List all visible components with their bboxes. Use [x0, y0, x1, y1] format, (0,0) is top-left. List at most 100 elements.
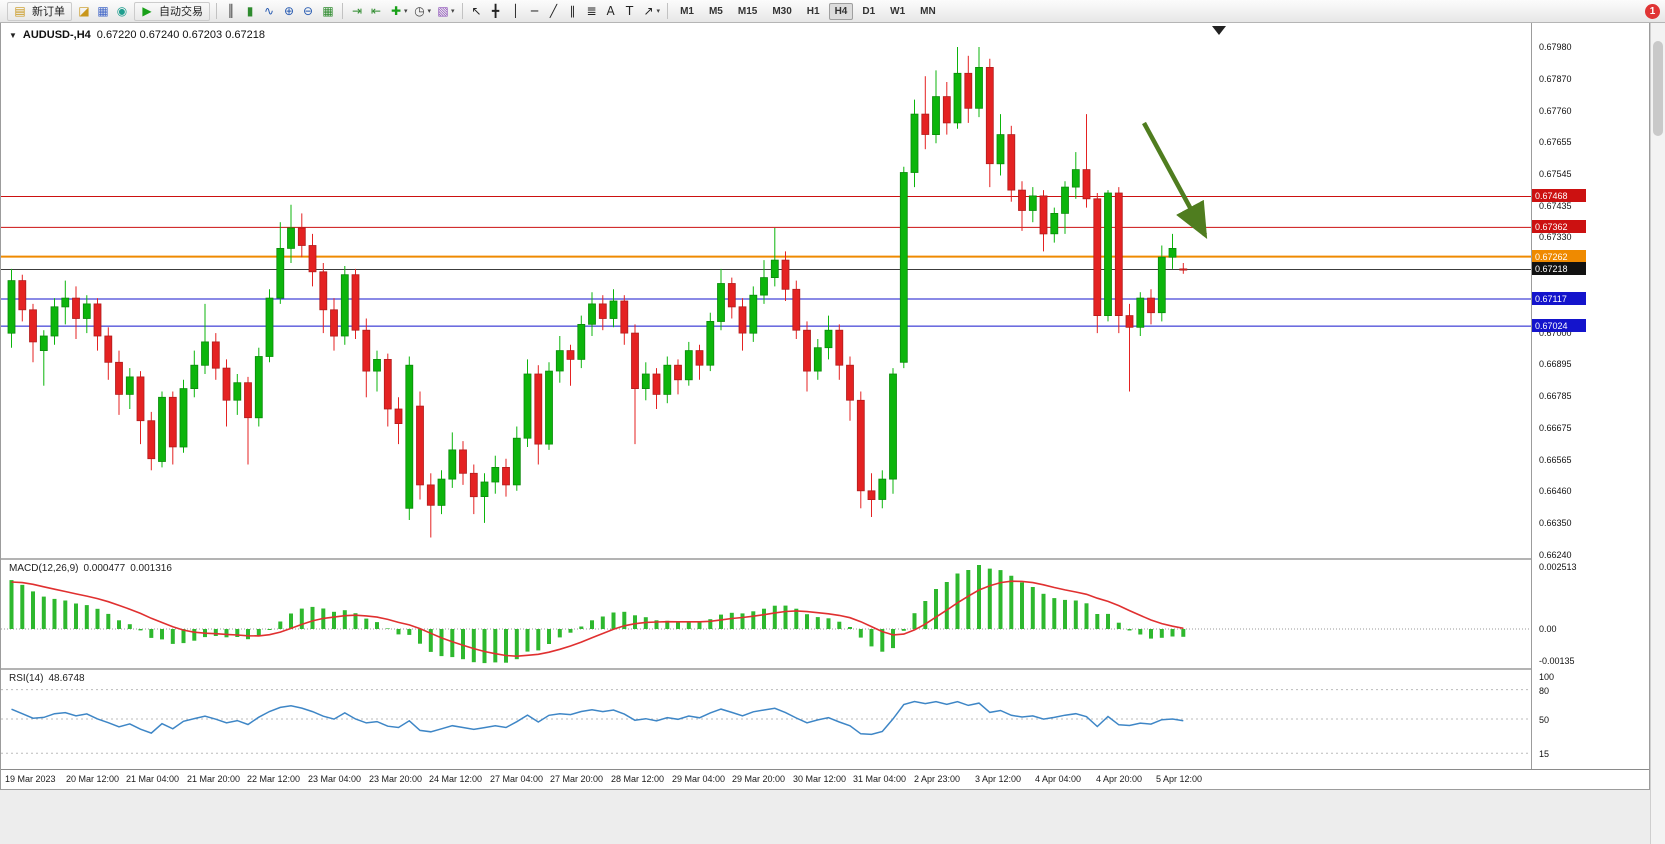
periods-icon-button[interactable]: ◷ ▾	[411, 3, 434, 19]
macd-signal-line	[11, 580, 1184, 658]
autotrading-icon-button[interactable]: ▶	[138, 3, 156, 19]
indicators-icon[interactable]: ✚	[390, 4, 402, 18]
line-chart-icon[interactable]: ∿	[263, 4, 275, 18]
new-chart-icon[interactable]: ◪	[78, 4, 90, 18]
cursor-icon[interactable]: ↖	[471, 4, 482, 18]
price-axis-label: 0.67545	[1539, 169, 1572, 179]
tile-windows-icon[interactable]: ▦	[322, 4, 334, 18]
templates-icon-button[interactable]: ▧ ▾	[434, 3, 457, 19]
pane-splitter[interactable]	[1, 558, 1649, 560]
time-axis-label: 23 Mar 20:00	[369, 774, 423, 784]
time-axis[interactable]: 19 Mar 2023 20 Mar 12:00 21 Mar 04:00 21 Ma…	[1, 769, 1649, 789]
macd-pane[interactable]	[1, 560, 1531, 668]
price-level-tag[interactable]: 0.67117	[1532, 292, 1586, 305]
chart-shift-marker-icon[interactable]	[1212, 26, 1226, 35]
tile-windows-icon-button[interactable]: ▦	[319, 3, 337, 19]
profiles-icon-button[interactable]: ▦	[94, 3, 112, 19]
price-level-tag[interactable]: 0.67024	[1532, 319, 1586, 332]
annotation-arrow[interactable]	[1142, 121, 1208, 239]
vertical-line-icon[interactable]: │	[511, 4, 520, 18]
timeframe-button-mn[interactable]: MN	[920, 5, 936, 17]
horizontal-line-icon[interactable]: ─	[530, 4, 539, 18]
timeframe-button-h4[interactable]: H4	[828, 2, 854, 20]
pane-splitter[interactable]	[1, 668, 1649, 670]
time-axis-label: 19 Mar 2023	[5, 774, 56, 784]
main-chart-pane[interactable]	[1, 23, 1531, 558]
bar-chart-icon-button[interactable]: ║	[222, 3, 240, 19]
price-level-tag[interactable]: 0.67468	[1532, 189, 1586, 202]
market-watch-icon[interactable]: ◉	[116, 4, 128, 18]
zoom-out-icon-button[interactable]: ⊖	[299, 3, 317, 19]
macd-histogram	[9, 565, 1186, 664]
fibonacci-icon-button[interactable]: ≣	[583, 3, 601, 19]
rsi-line	[11, 700, 1184, 736]
new-order-label: 新订单	[32, 6, 65, 18]
one-click-trading-arrow-icon[interactable]: ▼	[9, 30, 17, 40]
zoom-in-icon-button[interactable]: ⊕	[280, 3, 298, 19]
timeframe-button-m15[interactable]: M15	[737, 5, 758, 17]
zoom-out-icon[interactable]: ⊖	[302, 4, 314, 18]
text-label-icon[interactable]: T	[625, 4, 634, 18]
auto-scroll-icon[interactable]: ⇥	[351, 4, 363, 18]
indicators-icon-button[interactable]: ✚ ▾	[387, 3, 410, 19]
chart-shift-icon[interactable]: ⇤	[370, 4, 382, 18]
new-order-icon-button[interactable]: ▤	[11, 3, 29, 19]
price-scale[interactable]: 0.67980 0.67870 0.67760 0.67655 0.67545 0.674…	[1531, 23, 1649, 769]
new-order-icon[interactable]: ▤	[14, 4, 26, 18]
new-order-button[interactable]: ▤ 新订单	[7, 1, 72, 21]
indicator-scale-label: 100	[1539, 672, 1555, 682]
toolbar-separator	[342, 3, 343, 19]
timeframe-group: M1 M5 M15 M30 H1 H4 D1 W1 MN	[673, 2, 943, 20]
bar-chart-icon[interactable]: ║	[227, 4, 235, 18]
price-level-tag[interactable]: 0.67262	[1532, 250, 1586, 263]
fibonacci-icon[interactable]: ≣	[586, 4, 597, 18]
equidistant-channel-icon[interactable]: ∥	[569, 4, 576, 18]
trendline-icon-button[interactable]: ╱	[545, 3, 563, 19]
line-chart-icon-button[interactable]: ∿	[260, 3, 278, 19]
arrows-icon-button[interactable]: ↗ ▾	[640, 3, 663, 19]
candlestick-chart-icon-button[interactable]: ▮	[241, 3, 259, 19]
dropdown-caret-icon[interactable]: ▾	[451, 8, 455, 15]
scrollbar-thumb[interactable]	[1653, 41, 1663, 136]
notification-badge[interactable]: 1	[1645, 4, 1660, 19]
equidistant-channel-icon-button[interactable]: ∥	[564, 3, 582, 19]
rsi-pane[interactable]	[1, 670, 1531, 768]
market-watch-icon-button[interactable]: ◉	[113, 3, 131, 19]
crosshair-icon[interactable]: ╋	[491, 4, 500, 18]
timeframe-button-m30[interactable]: M30	[772, 5, 792, 17]
horizontal-line-icon-button[interactable]: ─	[526, 3, 544, 19]
new-chart-icon-button[interactable]: ◪	[75, 3, 93, 19]
toolbar-separator	[216, 3, 217, 19]
cursor-icon-button[interactable]: ↖	[468, 3, 486, 19]
periods-icon[interactable]: ◷	[414, 4, 425, 18]
templates-icon[interactable]: ▧	[437, 4, 449, 18]
text-label-icon-button[interactable]: T	[621, 3, 639, 19]
insert-group: ✚ ▾ ◷ ▾ ▧ ▾	[387, 3, 457, 19]
arrows-icon[interactable]: ↗	[643, 4, 654, 18]
trendline-icon[interactable]: ╱	[549, 4, 558, 18]
vertical-scrollbar[interactable]	[1650, 23, 1665, 844]
vertical-line-icon-button[interactable]: │	[507, 3, 525, 19]
timeframe-button-m5[interactable]: M5	[708, 5, 723, 17]
text-icon-button[interactable]: A	[602, 3, 620, 19]
candlestick-chart-icon[interactable]: ▮	[246, 4, 254, 18]
timeframe-button-m1[interactable]: M1	[680, 5, 694, 17]
autotrading-button[interactable]: ▶ 自动交易	[134, 1, 210, 21]
price-level-tag[interactable]: 0.67362	[1532, 220, 1586, 233]
profiles-icon[interactable]: ▦	[97, 4, 109, 18]
dropdown-caret-icon[interactable]: ▾	[656, 8, 661, 15]
indicator-scale-label: -0.00135	[1539, 656, 1575, 666]
timeframe-button-d1[interactable]: D1	[862, 5, 876, 17]
auto-scroll-icon-button[interactable]: ⇥	[348, 3, 366, 19]
dropdown-caret-icon[interactable]: ▾	[404, 8, 408, 15]
zoom-in-icon[interactable]: ⊕	[283, 4, 295, 18]
crosshair-icon-button[interactable]: ╋	[487, 3, 505, 19]
chart-shift-icon-button[interactable]: ⇤	[367, 3, 385, 19]
autotrading-icon[interactable]: ▶	[142, 4, 152, 18]
dropdown-caret-icon[interactable]: ▾	[427, 8, 432, 15]
time-axis-label: 4 Apr 04:00	[1035, 774, 1082, 784]
timeframe-button-h1[interactable]: H1	[806, 5, 820, 17]
timeframe-button-w1[interactable]: W1	[890, 5, 906, 17]
scroll-group: ⇥ ⇤	[348, 3, 385, 19]
text-icon[interactable]: A	[606, 4, 615, 18]
